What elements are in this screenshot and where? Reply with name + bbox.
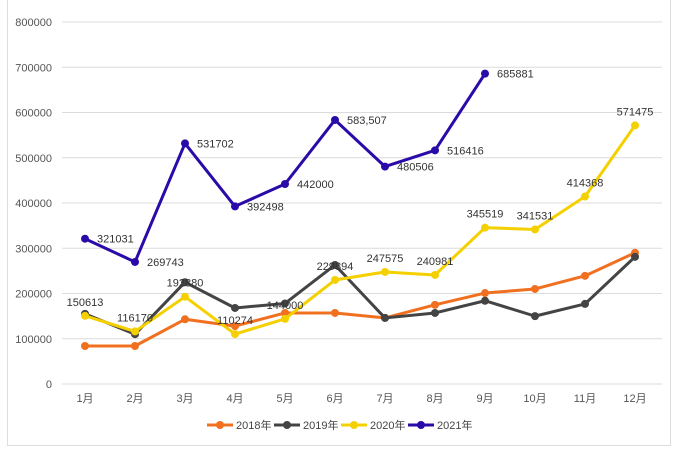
data-point — [581, 271, 589, 280]
data-point — [431, 300, 439, 309]
data-point — [281, 179, 289, 188]
y-tick-label: 400000 — [15, 198, 52, 210]
data-point — [81, 234, 89, 243]
data-point — [231, 202, 239, 211]
x-tick-label: 8月 — [426, 393, 443, 405]
data-point — [381, 313, 389, 322]
data-point — [281, 314, 289, 323]
y-tick-label: 500000 — [15, 153, 52, 165]
data-label: 116170 — [117, 312, 153, 324]
data-label: 229894 — [317, 261, 354, 273]
series-line-2019年 — [84, 255, 637, 336]
data-point — [281, 308, 289, 317]
x-tick-label: 2月 — [126, 393, 143, 405]
data-point — [431, 308, 439, 317]
data-point — [631, 252, 639, 261]
x-tick-label: 4月 — [226, 393, 243, 405]
data-label: 341531 — [517, 210, 554, 222]
data-label: 685881 — [497, 69, 534, 81]
x-tick-label: 6月 — [326, 393, 343, 405]
data-point — [331, 308, 339, 317]
data-point — [431, 146, 439, 155]
data-point — [481, 296, 489, 305]
data-label: 480506 — [397, 162, 434, 174]
data-label: 110274 — [217, 315, 253, 327]
y-tick-label: 600000 — [15, 108, 52, 120]
data-label: 247575 — [367, 253, 404, 265]
data-point — [81, 311, 89, 320]
legend-marker — [283, 421, 291, 429]
legend-label: 2021年 — [437, 418, 472, 432]
data-point — [531, 225, 539, 234]
data-point — [131, 257, 139, 266]
data-point — [581, 299, 589, 308]
y-tick-label: 0 — [46, 379, 52, 391]
y-tick-label: 200000 — [15, 289, 52, 301]
data-label: 345519 — [467, 209, 504, 221]
data-label: 516416 — [447, 145, 484, 157]
x-tick-label: 12月 — [623, 393, 646, 405]
data-point — [81, 341, 89, 350]
data-label: 192880 — [167, 278, 204, 290]
series-line-2020年 — [84, 124, 637, 336]
data-label: 531702 — [197, 138, 234, 150]
chart-frame — [7, 0, 671, 446]
x-tick-label: 10月 — [523, 393, 546, 405]
x-tick-label: 9月 — [476, 393, 493, 405]
data-point — [381, 162, 389, 171]
data-label: 583,507 — [347, 115, 387, 127]
x-tick-label: 7月 — [376, 393, 393, 405]
legend-label: 2020年 — [370, 418, 405, 432]
data-point — [231, 303, 239, 312]
data-point — [131, 327, 139, 336]
data-point — [181, 278, 189, 287]
data-label: 240981 — [417, 256, 454, 268]
data-point — [181, 315, 189, 324]
data-point — [531, 284, 539, 293]
legend-marker — [350, 421, 358, 429]
x-tick-label: 3月 — [176, 393, 193, 405]
legend-label: 2019年 — [303, 418, 338, 432]
data-point — [481, 289, 489, 298]
data-point — [231, 330, 239, 339]
data-point — [531, 312, 539, 321]
legend-marker — [216, 421, 224, 429]
data-label: 269743 — [147, 257, 184, 269]
data-point — [431, 270, 439, 279]
data-label: 150613 — [67, 297, 104, 309]
data-label: 442000 — [297, 179, 334, 191]
data-point — [381, 267, 389, 276]
data-point — [181, 139, 189, 148]
data-point — [181, 292, 189, 301]
data-point — [331, 115, 339, 124]
y-tick-label: 700000 — [15, 62, 52, 74]
legend-marker — [417, 421, 425, 429]
data-point — [331, 260, 339, 269]
y-tick-label: 300000 — [15, 243, 52, 255]
data-point — [281, 299, 289, 308]
data-label: 392498 — [247, 201, 284, 213]
series-line-2018年 — [85, 251, 636, 348]
data-label: 414368 — [567, 177, 604, 189]
data-label: 321031 — [97, 234, 134, 246]
data-point — [481, 223, 489, 232]
data-point — [331, 275, 339, 284]
data-point — [481, 69, 489, 78]
data-label: 571475 — [617, 106, 654, 118]
legend-label: 2018年 — [236, 418, 271, 432]
y-tick-label: 100000 — [15, 334, 52, 346]
x-tick-label: 11月 — [574, 393, 596, 405]
data-point — [231, 322, 239, 331]
x-tick-label: 1月 — [76, 393, 93, 405]
y-tick-label: 800000 — [15, 17, 52, 29]
data-point — [581, 192, 589, 201]
data-label: 144000 — [267, 300, 304, 312]
x-tick-label: 5月 — [276, 393, 293, 405]
data-point — [631, 121, 639, 130]
data-point — [131, 341, 139, 350]
